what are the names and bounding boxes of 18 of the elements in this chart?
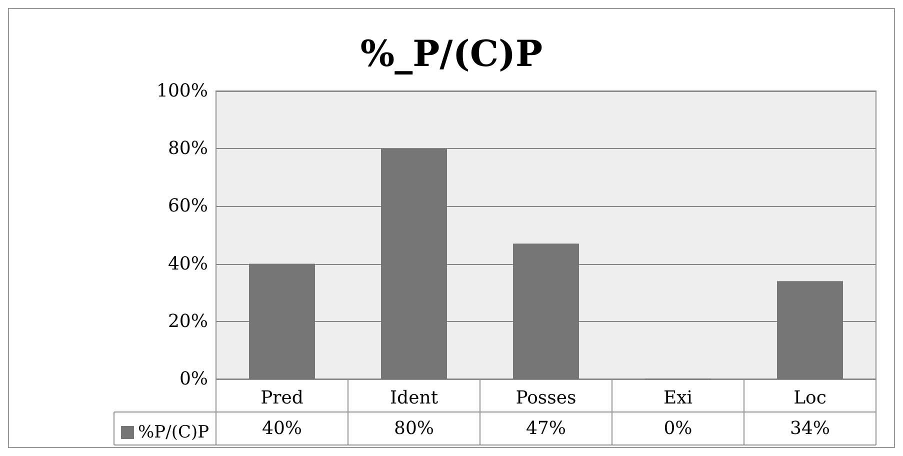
data-label: 47% — [526, 418, 566, 439]
chart-title: %_P/(C)P — [360, 33, 543, 75]
y-tick-label: 100% — [156, 80, 208, 102]
x-tick-label: Loc — [794, 388, 826, 408]
y-tick-label: 80% — [168, 138, 208, 160]
x-tick-label: Exi — [663, 388, 693, 408]
data-label: 34% — [790, 418, 830, 439]
x-tick-label: Posses — [516, 388, 576, 408]
x-tick-label: Ident — [390, 388, 439, 408]
data-label: 80% — [394, 418, 434, 439]
legend-label: %P/(C)P — [138, 422, 210, 442]
y-tick-label: 40% — [168, 253, 208, 274]
y-tick-label: 0% — [179, 368, 208, 390]
data-label: 40% — [262, 418, 302, 439]
y-tick-label: 20% — [168, 310, 208, 332]
y-tick-label: 60% — [168, 196, 208, 217]
data-label: 0% — [664, 418, 692, 439]
x-tick-label: Pred — [260, 388, 304, 408]
